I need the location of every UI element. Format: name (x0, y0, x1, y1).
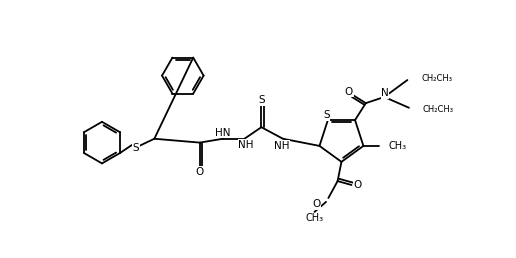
Text: S: S (258, 95, 265, 105)
Text: N: N (381, 88, 389, 98)
Text: NH: NH (238, 140, 254, 150)
Text: O: O (312, 199, 320, 209)
Text: CH₃: CH₃ (305, 213, 324, 223)
Text: CH₂CH₃: CH₂CH₃ (423, 105, 454, 114)
Text: CH₂CH₃: CH₂CH₃ (421, 74, 452, 83)
Text: HN: HN (215, 128, 231, 138)
Text: S: S (323, 110, 330, 120)
Text: O: O (353, 180, 362, 190)
Text: O: O (196, 167, 204, 177)
Text: CH₃: CH₃ (388, 141, 406, 151)
Text: O: O (345, 87, 353, 96)
Text: NH: NH (273, 141, 289, 151)
Text: S: S (133, 143, 139, 153)
